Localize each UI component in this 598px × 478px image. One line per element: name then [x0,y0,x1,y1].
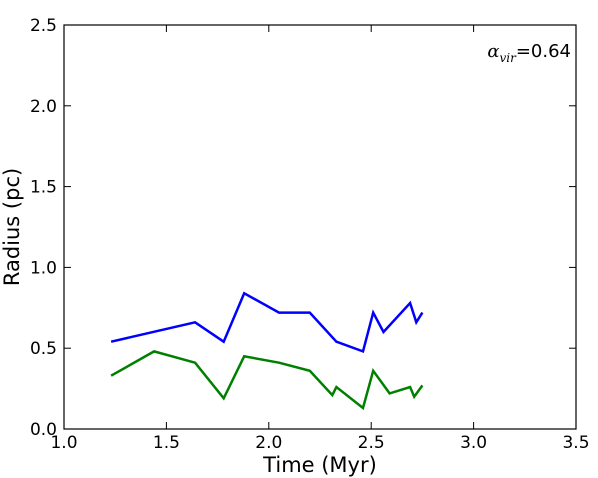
y-tick-label: 2.0 [30,97,57,117]
alpha-vir-annotation: αvir=0.64 [487,41,571,65]
y-tick-label: 1.5 [30,178,57,198]
y-tick-label: 0.5 [30,339,57,359]
series-line-1 [110,291,424,354]
x-tick-label: 1.5 [153,433,180,453]
x-tick-label: 3.5 [562,433,589,453]
x-tick-label: 2.0 [255,433,282,453]
y-tick-label: 2.5 [30,16,57,36]
ticks-layer: 1.0 1.5 2.0 2.5 3.0 3.5 0.0 0.5 1.0 1.5 2.0 2.5 [30,16,590,453]
y-axis-label: Radius (pc) [0,168,24,286]
series-line-2 [110,350,424,411]
y-tick-label: 0.0 [30,420,57,440]
alpha-subscript: vir [499,51,517,65]
y-tick-label: 1.0 [30,258,57,278]
x-tick-label: 2.5 [358,433,385,453]
x-tick-label: 1.0 [50,433,77,453]
alpha-symbol: α [487,41,499,62]
plot-frame [63,24,577,430]
x-tick-label: 3.0 [460,433,487,453]
x-axis-label: Time (Myr) [262,453,377,477]
series-layer [110,291,424,411]
alpha-value: =0.64 [516,41,571,62]
